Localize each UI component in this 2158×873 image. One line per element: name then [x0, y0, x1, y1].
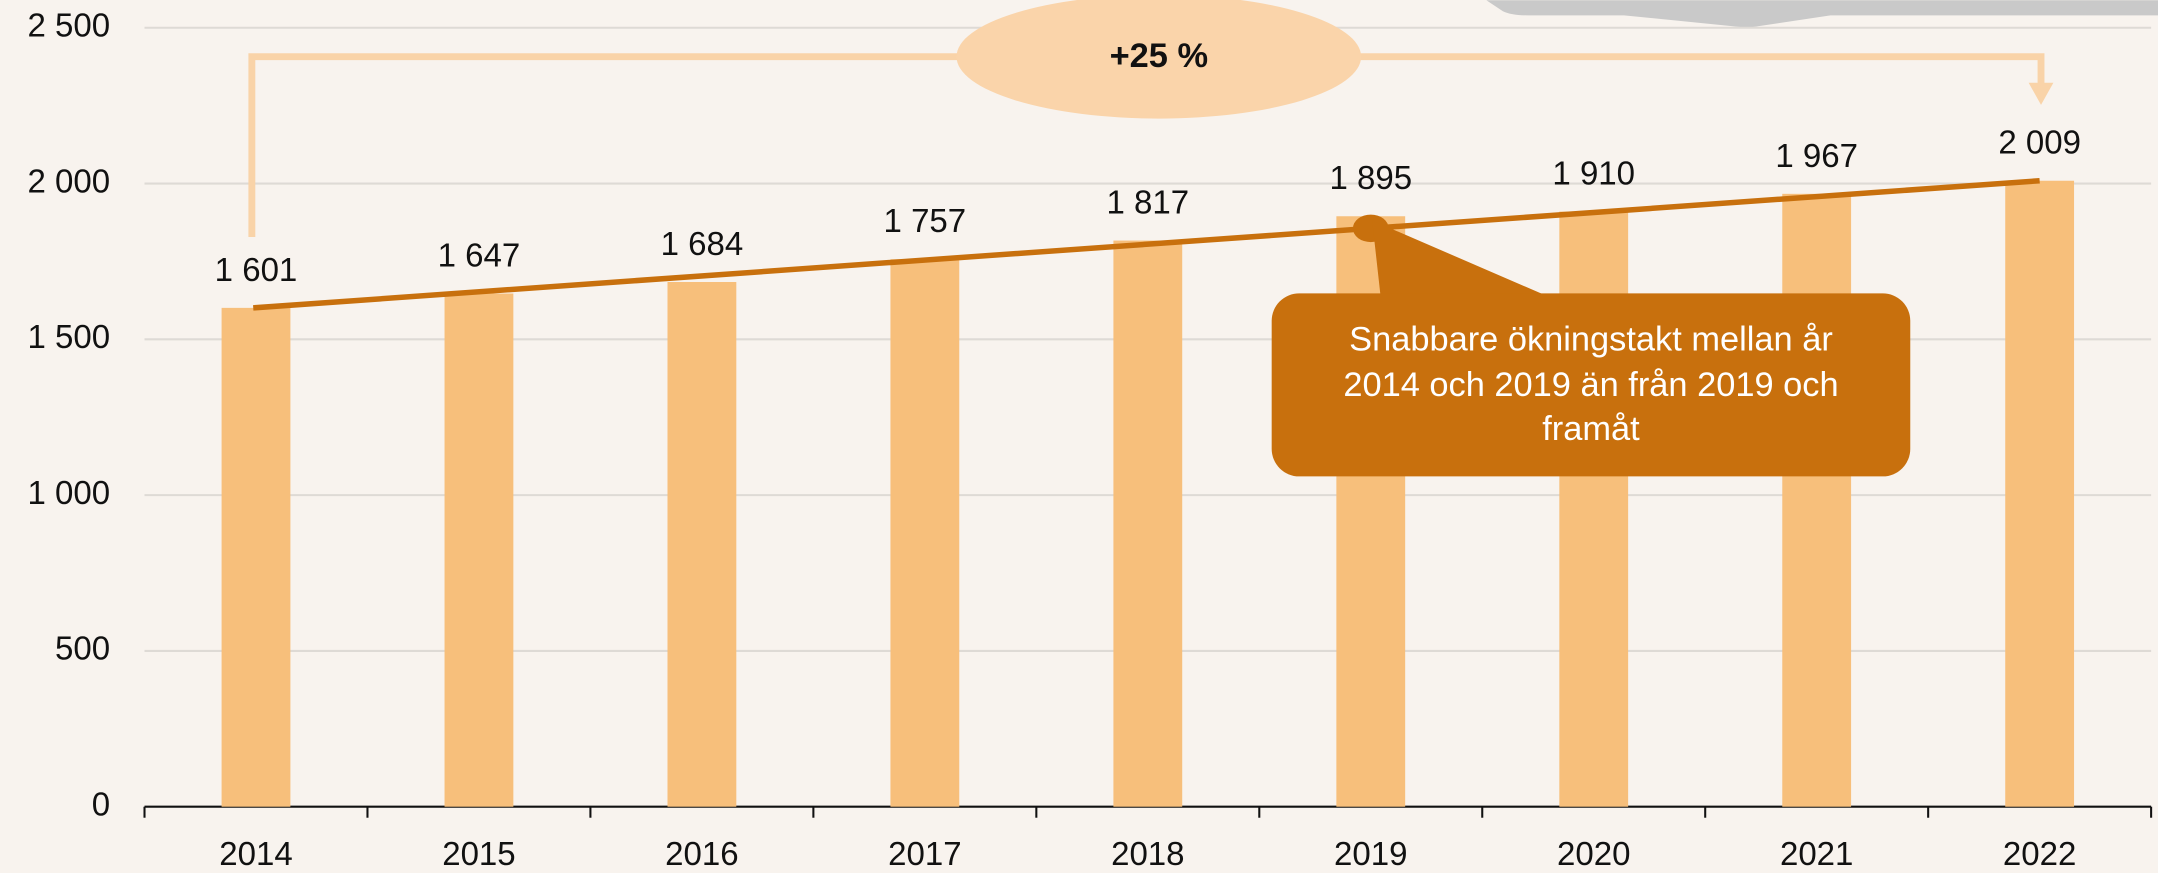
- value-label: 1 684: [661, 225, 744, 262]
- change-label: +25 %: [1110, 37, 1208, 75]
- y-tick-label: 2 500: [27, 6, 110, 43]
- x-tick-label: 2014: [219, 835, 292, 872]
- bar: [221, 307, 291, 807]
- value-label: 1 817: [1107, 183, 1190, 220]
- bar: [444, 293, 514, 807]
- callout-box: [1271, 293, 1911, 477]
- bar: [890, 259, 960, 807]
- change-badge: [956, 0, 1362, 119]
- x-tick-label: 2018: [1111, 835, 1184, 872]
- value-label: 1 910: [1552, 155, 1635, 192]
- trend-line: [253, 177, 2040, 311]
- callout-text: Snabbare ökningstakt mellan år: [1349, 321, 1833, 359]
- callout-text: framåt: [1542, 410, 1640, 448]
- value-label: 1 647: [438, 236, 521, 273]
- y-tick-label: 500: [55, 630, 110, 667]
- value-label: 1 757: [884, 202, 967, 239]
- bar: [2005, 180, 2075, 807]
- y-tick-label: 0: [92, 785, 110, 822]
- x-tick-label: 2016: [665, 835, 738, 872]
- x-tick-label: 2022: [2003, 835, 2076, 872]
- x-tick-label: 2015: [442, 835, 515, 872]
- value-label: 1 601: [215, 251, 298, 288]
- y-tick-label: 1 000: [27, 474, 110, 511]
- bar: [1113, 240, 1183, 807]
- x-tick-label: 2017: [888, 835, 961, 872]
- value-label: 1 895: [1329, 159, 1412, 196]
- value-label: 1 967: [1775, 137, 1858, 174]
- x-tick-label: 2020: [1557, 835, 1630, 872]
- bar: [667, 282, 737, 807]
- bar: [1782, 193, 1852, 807]
- x-tick-label: 2021: [1780, 835, 1853, 872]
- y-tick-label: 1 500: [27, 318, 110, 355]
- cropped-shape: [1486, 0, 2158, 28]
- y-tick-label: 2 000: [27, 162, 110, 199]
- x-tick-label: 2019: [1334, 835, 1407, 872]
- bracket-arrow: [2028, 82, 2054, 105]
- callout-text: 2014 och 2019 än från 2019 och: [1343, 366, 1838, 404]
- value-label: 2 009: [1998, 124, 2081, 161]
